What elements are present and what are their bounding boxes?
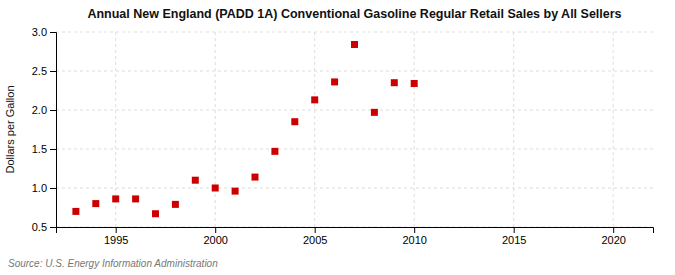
y-tick-mark — [50, 188, 56, 189]
x-tick: 2010 — [402, 227, 426, 246]
y-tick: 2.0 — [32, 104, 56, 116]
y-tick-label: 3.0 — [32, 26, 47, 38]
point — [391, 79, 398, 86]
x-tick-label: 2015 — [502, 234, 526, 246]
point — [172, 201, 179, 208]
grid-line-x — [314, 32, 315, 227]
point — [192, 177, 199, 184]
point — [331, 78, 338, 85]
x-tick: 1995 — [104, 227, 128, 246]
point — [411, 80, 418, 87]
point — [132, 195, 139, 202]
x-tick-mark — [116, 227, 117, 233]
y-tick: 1.5 — [32, 143, 56, 155]
y-tick-mark — [50, 32, 56, 33]
grid-line-y — [56, 32, 653, 33]
x-tick-mark — [514, 227, 515, 233]
y-tick-label: 2.0 — [32, 104, 47, 116]
point — [351, 41, 358, 48]
x-tick-mark — [215, 227, 216, 233]
point — [291, 118, 298, 125]
point — [112, 195, 119, 202]
y-tick-label: 0.5 — [32, 221, 47, 233]
y-axis-line — [50, 33, 57, 228]
grid-line-y — [56, 149, 653, 150]
grid-line-x — [414, 32, 415, 227]
grid-line-y — [56, 71, 653, 72]
y-tick: 0.5 — [32, 221, 56, 233]
x-tick-mark — [414, 227, 415, 233]
grid-line-x — [613, 32, 614, 227]
x-tick: 2005 — [303, 227, 327, 246]
x-tick-label: 1995 — [104, 234, 128, 246]
x-tick-label: 2005 — [303, 234, 327, 246]
x-tick-label: 2020 — [601, 234, 625, 246]
grid-line-x — [215, 32, 216, 227]
point — [152, 210, 159, 217]
y-tick-mark — [50, 149, 56, 150]
y-tick-mark — [50, 110, 56, 111]
point — [252, 174, 259, 181]
y-tick-label: 2.5 — [32, 65, 47, 77]
point — [371, 109, 378, 116]
x-tick-label: 2010 — [402, 234, 426, 246]
x-tick-mark — [613, 227, 614, 233]
point — [72, 208, 79, 215]
y-tick: 1.0 — [32, 182, 56, 194]
x-axis-line — [57, 228, 654, 234]
y-axis-title: Dollars per Gallon — [4, 85, 16, 173]
point — [212, 185, 219, 192]
point — [311, 96, 318, 103]
y-axis: 0.5 1.0 1.5 2.0 2.5 3.0 — [32, 26, 57, 233]
point — [232, 188, 239, 195]
x-tick: 2020 — [601, 227, 625, 246]
title: Annual New England (PADD 1A) Conventiona… — [87, 7, 621, 21]
x-tick: 2015 — [502, 227, 526, 246]
grid-line-y — [56, 110, 653, 111]
y-tick-mark — [50, 71, 56, 72]
x-tick-label: 2000 — [203, 234, 227, 246]
x-axis: 1995 2000 2005 2010 2015 2020 — [57, 227, 654, 246]
chart: 1995 2000 2005 2010 2015 2020 0.5 1.0 1.5 2.0 2.5 3… — [0, 0, 675, 275]
y-tick: 2.5 — [32, 65, 56, 77]
grid-line-x — [513, 32, 514, 227]
x-tick-mark — [315, 227, 316, 233]
grid — [56, 32, 653, 227]
y-tick: 3.0 — [32, 26, 56, 38]
plot: 1995 2000 2005 2010 2015 2020 0.5 1.0 1.5 2.0 2.5 3… — [32, 26, 654, 246]
point — [92, 200, 99, 207]
points — [72, 41, 417, 217]
source-note: Source: U.S. Energy Information Administ… — [8, 258, 218, 269]
point — [271, 148, 278, 155]
y-tick-mark — [50, 227, 56, 228]
y-tick-label: 1.0 — [32, 182, 47, 194]
x-tick: 2000 — [203, 227, 227, 246]
grid-line-y — [56, 188, 653, 189]
y-tick-label: 1.5 — [32, 143, 47, 155]
